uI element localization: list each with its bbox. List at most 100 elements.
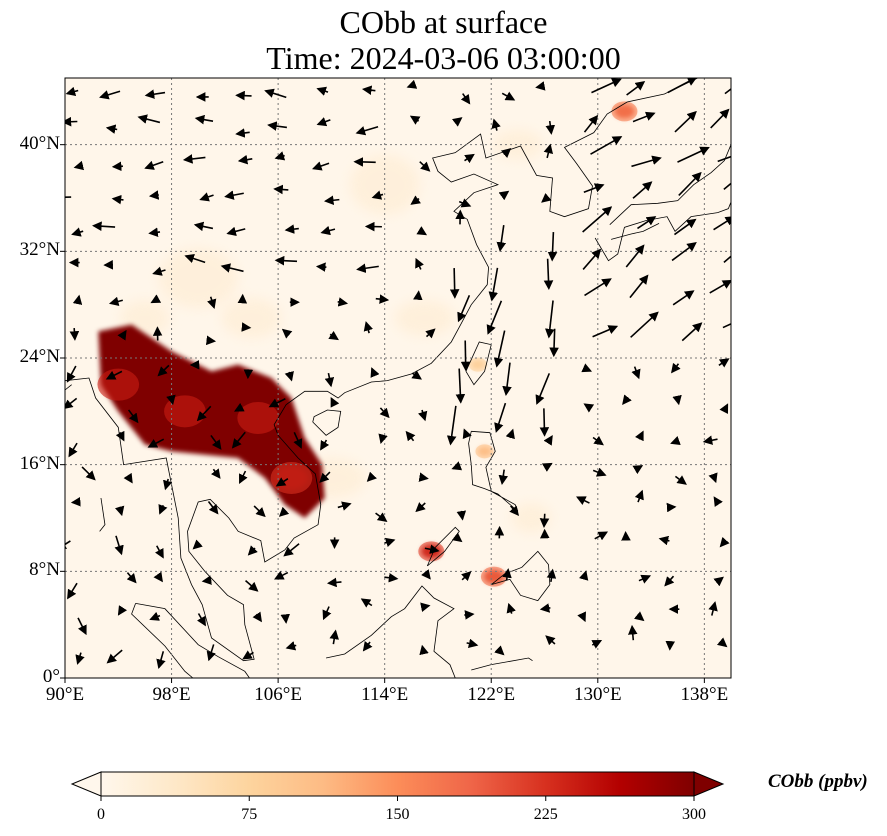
wind-arrow [457, 295, 471, 323]
wind-arrow [505, 428, 515, 440]
wind-arrow [590, 136, 623, 155]
colorbar-label: CObb (ppbv) [768, 771, 868, 792]
wind-arrow [245, 579, 259, 592]
wind-arrow [330, 396, 340, 408]
wind-arrow [267, 121, 287, 131]
wind-arrow [713, 576, 724, 587]
wind-arrow [547, 232, 558, 262]
wind-arrow [320, 439, 330, 451]
wind-arrow [324, 372, 335, 388]
coastline [471, 657, 533, 671]
wind-arrow [283, 543, 300, 557]
wind-arrow [583, 183, 605, 194]
wind-arrow [126, 572, 137, 584]
wind-arrow [320, 225, 336, 236]
wind-arrow [582, 248, 602, 270]
wind-arrow [362, 640, 373, 652]
wind-arrow [717, 155, 731, 163]
wind-arrow [105, 124, 118, 134]
lon-tick-label: 98°E [152, 684, 191, 705]
wind-arrow [253, 505, 266, 518]
wind-arrow [319, 471, 331, 483]
wind-arrow [210, 434, 222, 450]
wind-vectors [65, 78, 731, 670]
wind-arrow [416, 226, 428, 236]
wind-arrow [664, 575, 675, 587]
wind-arrow [658, 535, 670, 546]
coastline [609, 144, 731, 225]
wind-arrow [285, 641, 297, 651]
wind-arrow [719, 403, 729, 415]
wind-arrow [451, 532, 463, 543]
wind-arrow [149, 611, 161, 621]
wind-arrow [581, 363, 593, 373]
wind-arrow [722, 322, 731, 329]
wind-arrow [239, 470, 248, 485]
wind-arrow [274, 570, 289, 580]
wind-arrow [312, 161, 330, 171]
wind-arrow [75, 652, 85, 665]
wind-arrow [594, 531, 609, 541]
wind-arrow [456, 510, 467, 521]
map-frame [64, 77, 732, 679]
wind-arrow [284, 224, 299, 234]
wind-arrow [710, 108, 730, 129]
wind-arrow [702, 435, 718, 445]
wind-arrow [491, 118, 501, 131]
wind-arrow [278, 506, 290, 517]
co-halo [237, 402, 279, 434]
coastline [99, 497, 106, 532]
wind-arrow [591, 640, 603, 649]
wind-arrow [500, 148, 512, 158]
wind-arrow [323, 195, 340, 206]
lon-tick-label: 122°E [467, 684, 516, 705]
wind-arrow [543, 435, 553, 446]
wind-arrow [502, 568, 512, 581]
wind-arrow [591, 78, 622, 94]
colorbar-tick-label: 0 [97, 806, 105, 823]
wind-arrow [723, 182, 731, 190]
wind-arrow [494, 645, 505, 656]
wind-arrow [77, 617, 87, 636]
wind-arrow [68, 442, 78, 458]
wind-arrow [99, 90, 121, 100]
wind-arrow [419, 644, 429, 656]
wind-arrow [713, 216, 731, 231]
wind-arrow [71, 227, 84, 237]
wind-arrow [117, 329, 127, 341]
wind-arrow [543, 143, 554, 159]
wind-arrow [635, 430, 644, 442]
wind-arrow [370, 367, 380, 378]
wind-arrow [268, 398, 286, 408]
wind-arrow [205, 335, 217, 346]
wind-arrow [284, 370, 294, 382]
wind-arrow [409, 115, 421, 125]
wind-arrow [194, 114, 214, 125]
wind-arrow [718, 358, 730, 368]
wind-arrow [144, 160, 164, 170]
wind-arrow [115, 505, 125, 517]
wind-arrow [539, 603, 551, 613]
wind-arrow [631, 366, 641, 380]
coastline [135, 602, 250, 678]
wind-arrow [628, 624, 638, 641]
wind-arrow [220, 263, 244, 273]
colorbar-over-triangle [693, 771, 725, 797]
wind-arrow [67, 582, 78, 600]
wind-arrow [678, 171, 702, 196]
wind-arrow [210, 468, 221, 479]
wind-arrow [723, 255, 731, 263]
wind-arrow [421, 569, 431, 580]
wind-arrow [541, 462, 553, 472]
lat-tick-label: 0° [42, 666, 60, 687]
wind-arrow [719, 536, 730, 548]
wind-arrow [273, 184, 289, 195]
wind-arrow [366, 471, 377, 482]
wind-arrow [724, 88, 731, 95]
wind-arrow [677, 146, 710, 163]
wind-arrow [494, 402, 507, 433]
wind-arrow [65, 540, 71, 550]
wind-arrow [192, 539, 203, 550]
wind-arrow [92, 221, 116, 231]
